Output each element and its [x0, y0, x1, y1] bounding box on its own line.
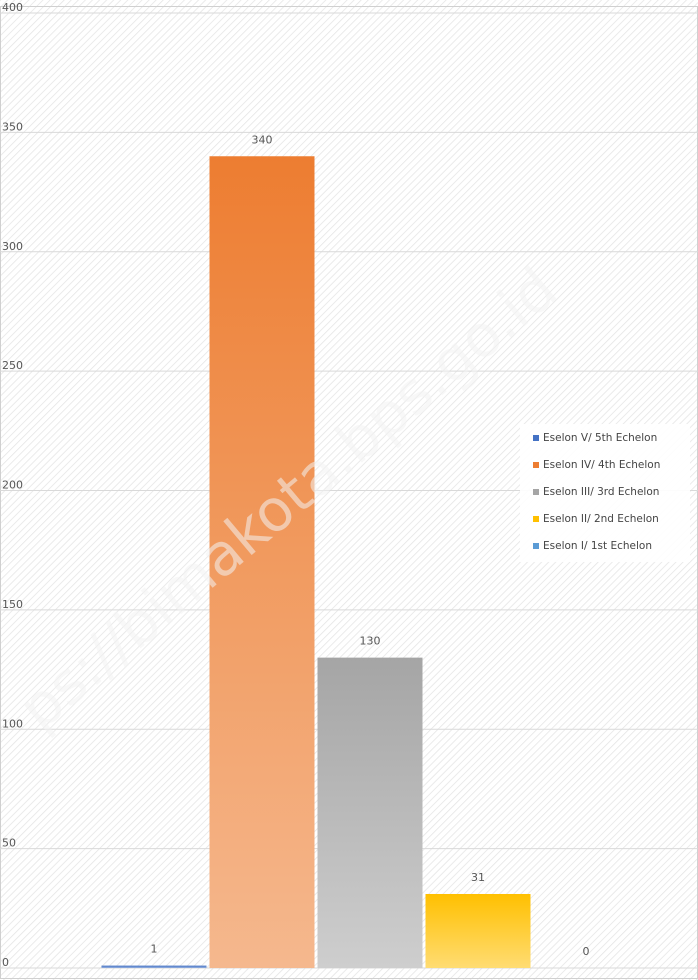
bar: [425, 893, 531, 968]
legend: Eselon V/ 5th Echelon Eselon IV/ 4th Eche…: [520, 424, 690, 562]
y-tick-label: 200: [2, 479, 23, 492]
y-tick-label: 350: [2, 120, 23, 133]
data-label: 0: [583, 945, 590, 958]
y-tick-label: 150: [2, 598, 23, 611]
y-tick-label: 300: [2, 240, 23, 253]
legend-box: [520, 424, 690, 562]
legend-label: Eselon V/ 5th Echelon: [543, 432, 657, 444]
labels: 0 50 100 150 200 250 300 350 400 1 340 130 31 0: [2, 1, 590, 969]
y-tick-label: 400: [2, 1, 23, 14]
legend-label: Eselon I/ 1st Echelon: [543, 540, 652, 552]
y-tick-label: 100: [2, 717, 23, 730]
legend-label: Eselon IV/ 4th Echelon: [543, 459, 660, 471]
legend-label: Eselon III/ 3rd Echelon: [543, 486, 659, 498]
data-label: 340: [252, 133, 273, 146]
data-label: 1: [151, 943, 158, 956]
bar: [317, 657, 423, 968]
data-label: 130: [360, 635, 381, 648]
y-tick-label: 250: [2, 359, 23, 372]
bar: [209, 156, 315, 968]
legend-swatch: [533, 543, 539, 549]
bar: [101, 965, 207, 968]
bars: [101, 156, 531, 968]
legend-swatch: [533, 516, 539, 522]
y-tick-label: 50: [2, 837, 16, 850]
legend-swatch: [533, 462, 539, 468]
legend-swatch: [533, 435, 539, 441]
y-tick-label: 0: [2, 956, 9, 969]
data-label: 31: [471, 871, 485, 884]
legend-swatch: [533, 489, 539, 495]
legend-label: Eselon II/ 2nd Echelon: [543, 513, 659, 525]
